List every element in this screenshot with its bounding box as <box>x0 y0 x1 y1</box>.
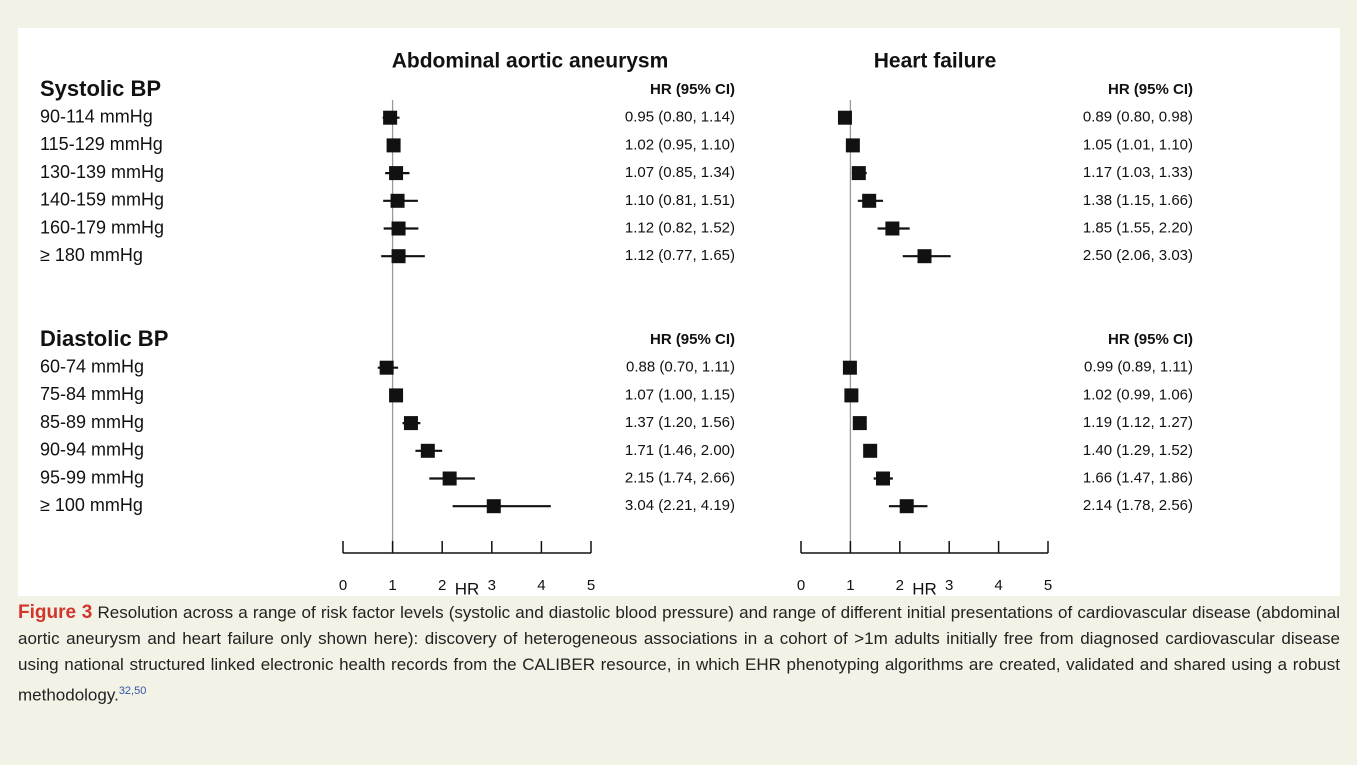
hr-point <box>383 110 398 125</box>
caption-refs: 32,50 <box>118 685 147 697</box>
row-label: 160-179 mmHg <box>40 217 164 237</box>
row-label: ≥ 100 mmHg <box>40 495 143 515</box>
row-label: 90-94 mmHg <box>40 440 144 460</box>
hr-point <box>842 360 857 375</box>
column-header: HR (95% CI) <box>650 81 735 98</box>
hr-label: 1.05 (1.01, 1.10) <box>1083 136 1193 153</box>
x-axis-label: HR <box>912 579 937 596</box>
panel-title: Heart failure <box>874 50 997 73</box>
row-label: 140-159 mmHg <box>40 190 164 210</box>
hr-point <box>389 388 404 403</box>
hr-label: 1.40 (1.29, 1.52) <box>1083 442 1193 459</box>
group-title: Systolic BP <box>40 76 161 101</box>
hr-point <box>876 471 891 486</box>
x-tick-label: 0 <box>797 577 805 594</box>
row-label: 95-99 mmHg <box>40 467 144 487</box>
hr-point <box>845 138 860 153</box>
hr-point <box>391 249 406 264</box>
hr-label: 1.19 (1.12, 1.27) <box>1083 414 1193 431</box>
hr-point <box>442 471 457 486</box>
row-label: 60-74 mmHg <box>40 356 144 376</box>
hr-label: 2.50 (2.06, 3.03) <box>1083 247 1193 264</box>
hr-point <box>386 138 401 153</box>
x-tick-label: 1 <box>846 577 854 594</box>
column-header: HR (95% CI) <box>1108 331 1193 348</box>
x-tick-label: 5 <box>1044 577 1052 594</box>
hr-point <box>844 388 859 403</box>
x-tick-label: 0 <box>339 577 347 594</box>
hr-label: 2.14 (1.78, 2.56) <box>1083 497 1193 514</box>
x-tick-label: 2 <box>896 577 904 594</box>
row-label: 90-114 mmHg <box>40 106 153 126</box>
hr-label: 1.38 (1.15, 1.66) <box>1083 192 1193 209</box>
caption-text: Resolution across a range of risk factor… <box>18 603 1340 705</box>
x-tick-label: 3 <box>945 577 953 594</box>
column-header: HR (95% CI) <box>1108 81 1193 98</box>
hr-label: 0.88 (0.70, 1.11) <box>626 359 735 376</box>
hr-point <box>403 416 418 431</box>
hr-label: 1.02 (0.95, 1.10) <box>625 136 735 153</box>
row-label: 75-84 mmHg <box>40 384 144 404</box>
hr-point <box>420 443 435 458</box>
x-tick-label: 4 <box>537 577 545 594</box>
row-label: 85-89 mmHg <box>40 412 144 432</box>
hr-label: 1.71 (1.46, 2.00) <box>625 442 735 459</box>
hr-point <box>379 360 394 375</box>
hr-point <box>389 166 404 181</box>
hr-label: 1.07 (1.00, 1.15) <box>625 386 735 403</box>
hr-label: 3.04 (2.21, 4.19) <box>625 497 735 514</box>
x-tick-label: 2 <box>438 577 446 594</box>
hr-point <box>837 110 852 125</box>
figure-panel: Abdominal aortic aneurysm 0 1 2 3 4 5 HR Systoli… <box>18 28 1340 599</box>
group-title: Diastolic BP <box>40 326 168 351</box>
hr-point <box>486 499 501 514</box>
panel-title: Abdominal aortic aneurysm <box>392 50 669 73</box>
hr-label: 0.99 (0.89, 1.11) <box>1084 359 1193 376</box>
hr-label: 1.85 (1.55, 2.20) <box>1083 219 1193 236</box>
hr-label: 1.12 (0.82, 1.52) <box>625 219 735 236</box>
hr-label: 1.10 (0.81, 1.51) <box>625 192 735 209</box>
x-tick-label: 3 <box>488 577 496 594</box>
hr-label: 1.17 (1.03, 1.33) <box>1083 164 1193 181</box>
hr-point <box>391 221 406 236</box>
row-label: 130-139 mmHg <box>40 162 164 182</box>
hr-label: 1.37 (1.20, 1.56) <box>625 414 735 431</box>
hr-point <box>851 166 866 181</box>
row-label: ≥ 180 mmHg <box>40 245 143 265</box>
hr-label: 1.12 (0.77, 1.65) <box>625 247 735 264</box>
forest-plot: Abdominal aortic aneurysm 0 1 2 3 4 5 HR Systoli… <box>40 50 1193 599</box>
hr-label: 0.95 (0.80, 1.14) <box>625 109 735 126</box>
hr-point <box>390 193 405 208</box>
caption-label: Figure 3 <box>18 602 93 623</box>
hr-label: 1.02 (0.99, 1.06) <box>1083 386 1193 403</box>
x-tick-label: 1 <box>388 577 396 594</box>
figure-caption: Figure 3 Resolution across a range of ri… <box>18 600 1340 709</box>
x-tick-label: 5 <box>587 577 595 594</box>
hr-point <box>862 193 877 208</box>
hr-label: 0.89 (0.80, 0.98) <box>1083 109 1193 126</box>
hr-point <box>852 416 867 431</box>
hr-point <box>885 221 900 236</box>
hr-point <box>899 499 914 514</box>
column-header: HR (95% CI) <box>650 331 735 348</box>
hr-point <box>917 249 932 264</box>
row-label: 115-129 mmHg <box>40 134 163 154</box>
hr-point <box>863 443 878 458</box>
hr-label: 1.66 (1.47, 1.86) <box>1083 469 1193 486</box>
x-tick-label: 4 <box>994 577 1002 594</box>
x-axis-label: HR <box>455 579 480 596</box>
hr-label: 2.15 (1.74, 2.66) <box>625 469 735 486</box>
hr-label: 1.07 (0.85, 1.34) <box>625 164 735 181</box>
